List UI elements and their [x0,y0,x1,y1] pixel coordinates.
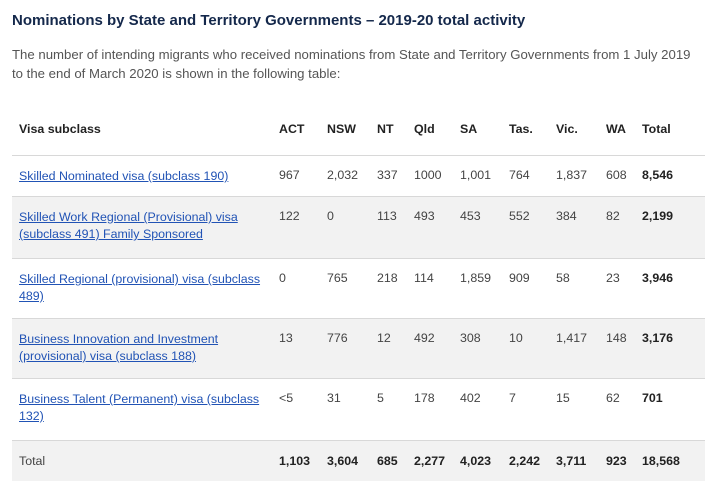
table-cell: 1,001 [460,156,509,197]
table-cell: 12 [377,319,414,379]
table-cell: 1,859 [460,259,509,319]
table-cell: 13 [279,319,327,379]
table-cell: 308 [460,319,509,379]
table-cell: 337 [377,156,414,197]
row-total: 701 [642,379,705,441]
visa-cell: Business Talent (Permanent) visa (subcla… [12,379,279,441]
footer-cell: 3,604 [327,441,377,481]
column-header: ACT [279,102,327,156]
table-header-row: Visa subclass ACT NSW NT Qld SA Tas. Vic… [12,102,705,156]
table-row: Business Innovation and Investment (prov… [12,319,705,379]
table-cell: 15 [556,379,606,441]
table-cell: 967 [279,156,327,197]
table-row: Skilled Nominated visa (subclass 190) 96… [12,156,705,197]
footer-cell: 2,277 [414,441,460,481]
table-row: Business Talent (Permanent) visa (subcla… [12,379,705,441]
table-footer-row: Total 1,103 3,604 685 2,277 4,023 2,242 … [12,441,705,481]
column-header: Tas. [509,102,556,156]
column-header: NSW [327,102,377,156]
visa-cell: Business Innovation and Investment (prov… [12,319,279,379]
visa-link[interactable]: Business Innovation and Investment (prov… [19,331,269,365]
table-cell: 453 [460,197,509,259]
intro-text: The number of intending migrants who rec… [12,45,702,83]
table-row: Skilled Work Regional (Provisional) visa… [12,197,705,259]
table-cell: 10 [509,319,556,379]
table-cell: 1,837 [556,156,606,197]
footer-cell: 923 [606,441,642,481]
table-cell: 1,417 [556,319,606,379]
footer-cell: 2,242 [509,441,556,481]
table-cell: 2,032 [327,156,377,197]
table-cell: 608 [606,156,642,197]
table-cell: 384 [556,197,606,259]
visa-cell: Skilled Nominated visa (subclass 190) [12,156,279,197]
visa-cell: Skilled Regional (provisional) visa (sub… [12,259,279,319]
column-header: Vic. [556,102,606,156]
row-total: 2,199 [642,197,705,259]
visa-cell: Skilled Work Regional (Provisional) visa… [12,197,279,259]
table-cell: 218 [377,259,414,319]
grand-total: 18,568 [642,441,705,481]
column-header: Visa subclass [12,102,279,156]
table-cell: 62 [606,379,642,441]
column-header: Qld [414,102,460,156]
table-cell: 82 [606,197,642,259]
table-cell: 0 [279,259,327,319]
row-total: 3,176 [642,319,705,379]
column-header: SA [460,102,509,156]
table-cell: 114 [414,259,460,319]
table-cell: 122 [279,197,327,259]
table-cell: 178 [414,379,460,441]
table-cell: 31 [327,379,377,441]
table-cell: 113 [377,197,414,259]
column-header: WA [606,102,642,156]
table-cell: 492 [414,319,460,379]
visa-link[interactable]: Skilled Nominated visa (subclass 190) [19,168,269,185]
footer-cell: 685 [377,441,414,481]
row-total: 3,946 [642,259,705,319]
visa-link[interactable]: Skilled Regional (provisional) visa (sub… [19,271,269,305]
table-cell: 909 [509,259,556,319]
table-cell: 764 [509,156,556,197]
row-total: 8,546 [642,156,705,197]
table-cell: <5 [279,379,327,441]
table-cell: 148 [606,319,642,379]
table-cell: 23 [606,259,642,319]
table-cell: 58 [556,259,606,319]
column-header: NT [377,102,414,156]
column-header: Total [642,102,705,156]
footer-label: Total [12,441,279,481]
nominations-table: Visa subclass ACT NSW NT Qld SA Tas. Vic… [12,102,705,481]
table-row: Skilled Regional (provisional) visa (sub… [12,259,705,319]
table-cell: 1000 [414,156,460,197]
table-cell: 776 [327,319,377,379]
footer-cell: 4,023 [460,441,509,481]
page-title: Nominations by State and Territory Gover… [12,0,705,31]
table-cell: 552 [509,197,556,259]
table-cell: 493 [414,197,460,259]
table-cell: 7 [509,379,556,441]
table-cell: 5 [377,379,414,441]
visa-link[interactable]: Business Talent (Permanent) visa (subcla… [19,391,269,425]
visa-link[interactable]: Skilled Work Regional (Provisional) visa… [19,209,269,243]
footer-cell: 1,103 [279,441,327,481]
table-cell: 0 [327,197,377,259]
table-cell: 402 [460,379,509,441]
footer-cell: 3,711 [556,441,606,481]
table-cell: 765 [327,259,377,319]
